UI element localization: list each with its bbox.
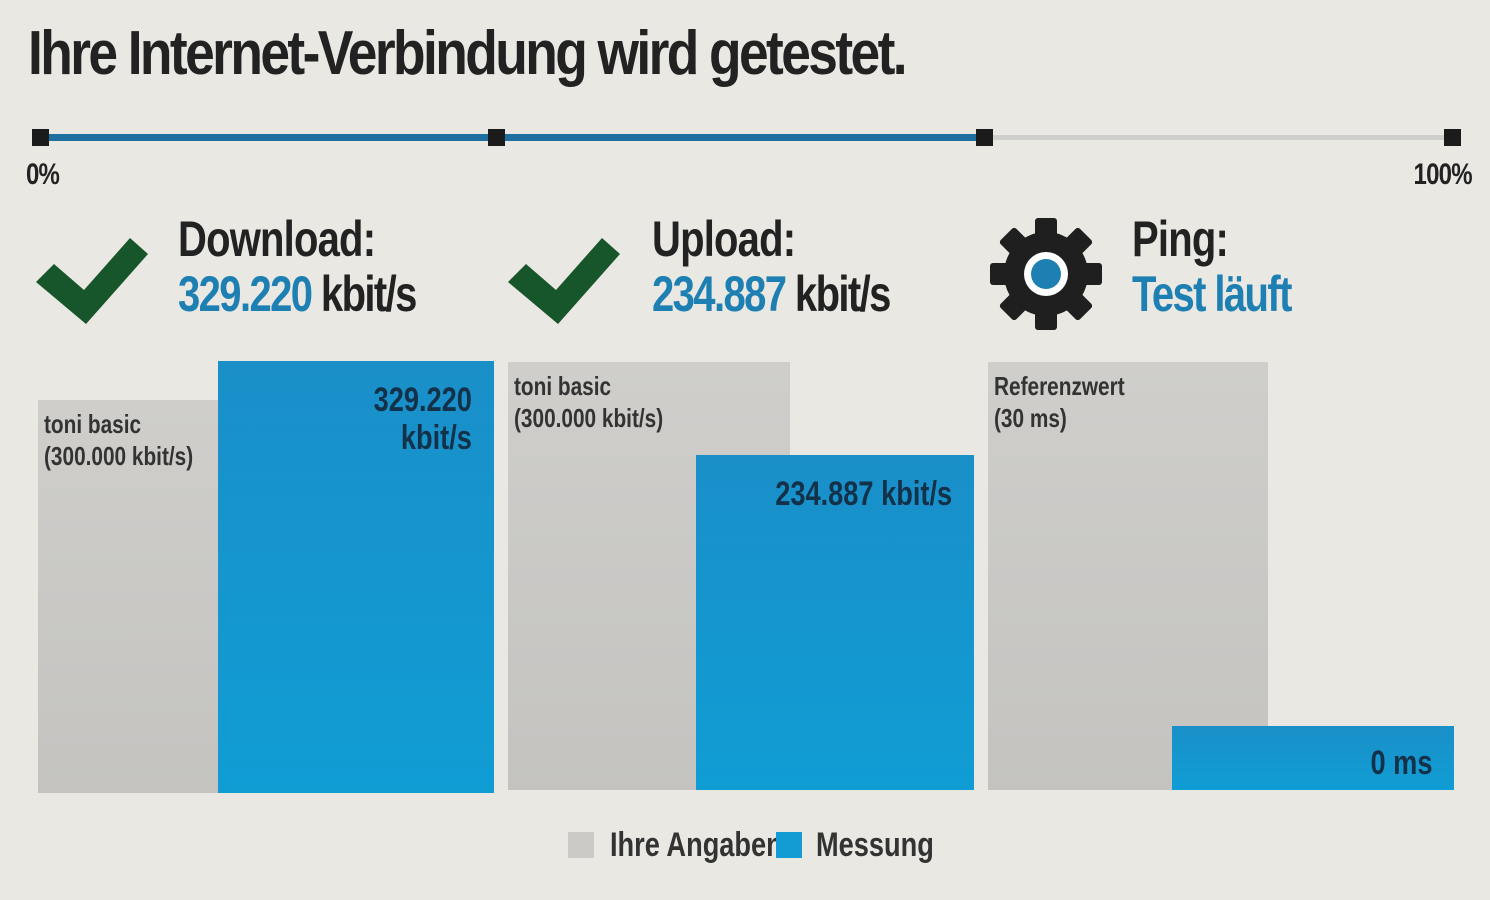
ping-status: Test läuft [1132,265,1292,323]
bar-reference-label-ping: Referenzwert (30 ms) [994,370,1125,434]
legend-label-reference: Ihre Angaben [610,826,783,864]
progress-marker-end [1444,129,1461,146]
bar-measurement-upload [696,455,974,790]
bar-reference-ping [988,362,1268,790]
page-title: Ihre Internet-Verbindung wird getestet. [28,19,908,88]
bar-measurement-ping [1172,726,1454,790]
ping-result: Ping: Test läuft [986,210,1426,330]
progress-bar: 0% 100% [26,118,1473,191]
bar-reference-label-line1: toni basic [44,409,142,439]
download-label: Download: [178,211,376,267]
ping-status-text: Test läuft [1132,266,1292,322]
upload-label: Upload: [652,211,796,267]
bar-reference-label-line2: (30 ms) [994,403,1067,433]
progress-start-label: 0% [26,158,60,191]
upload-value-number: 234.887 [652,266,787,322]
progress-fill [40,134,977,141]
checkmark-icon [508,238,620,324]
progress-end-label: 100% [1413,158,1473,191]
legend-label-measurement: Messung [816,826,934,864]
bar-reference-label-line2: (300.000 kbit/s) [514,403,664,433]
bar-measurement-label-ping: 0 ms [1370,744,1432,782]
bar-reference-download [38,400,224,793]
checkmark-icon [36,238,148,324]
gear-icon [990,218,1102,330]
legend-swatch-measurement [776,832,802,858]
download-value-number: 329.220 [178,266,313,322]
bar-measurement-label-line1: 234.887 kbit/s [775,475,952,513]
bar-measurement-label-line2: kbit/s [400,419,472,457]
upload-result: Upload: 234.887 kbit/s [504,210,944,330]
download-result: Download: 329.220 kbit/s [32,210,472,330]
bar-reference-label-line2: (300.000 kbit/s) [44,441,194,471]
bar-measurement-download [218,361,494,793]
progress-marker-step1 [488,129,505,146]
legend-swatch-reference [568,832,594,858]
bar-measurement-label-line1: 0 ms [1370,744,1432,782]
bar-reference-label-upload: toni basic (300.000 kbit/s) [514,370,663,434]
bar-measurement-label-download: 329.220 kbit/s [374,381,472,457]
upload-value-unit: kbit/s [794,266,891,322]
bar-reference-label-download: toni basic (300.000 kbit/s) [44,408,193,472]
download-value: 329.220 kbit/s [178,265,417,323]
bar-measurement-label-upload: 234.887 kbit/s [775,475,952,513]
upload-value: 234.887 kbit/s [652,265,891,323]
bar-measurement-label-line1: 329.220 [373,381,472,419]
download-value-unit: kbit/s [320,266,417,322]
progress-marker-step2 [976,129,993,146]
progress-marker-start [32,129,49,146]
bar-reference-label-line1: Referenzwert [994,371,1125,401]
ping-label: Ping: [1132,211,1229,267]
bar-reference-label-line1: toni basic [514,371,612,401]
